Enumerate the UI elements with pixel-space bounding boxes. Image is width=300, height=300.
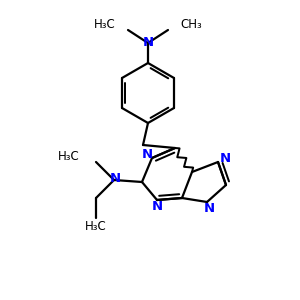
Text: N: N bbox=[219, 152, 231, 164]
Text: CH₃: CH₃ bbox=[180, 19, 202, 32]
Text: N: N bbox=[142, 35, 154, 49]
Text: H₃C: H₃C bbox=[58, 149, 80, 163]
Text: H₃C: H₃C bbox=[85, 220, 107, 233]
Text: N: N bbox=[152, 200, 163, 212]
Text: H₃C: H₃C bbox=[94, 19, 116, 32]
Text: N: N bbox=[141, 148, 153, 161]
Text: N: N bbox=[110, 172, 121, 185]
Text: N: N bbox=[203, 202, 214, 214]
